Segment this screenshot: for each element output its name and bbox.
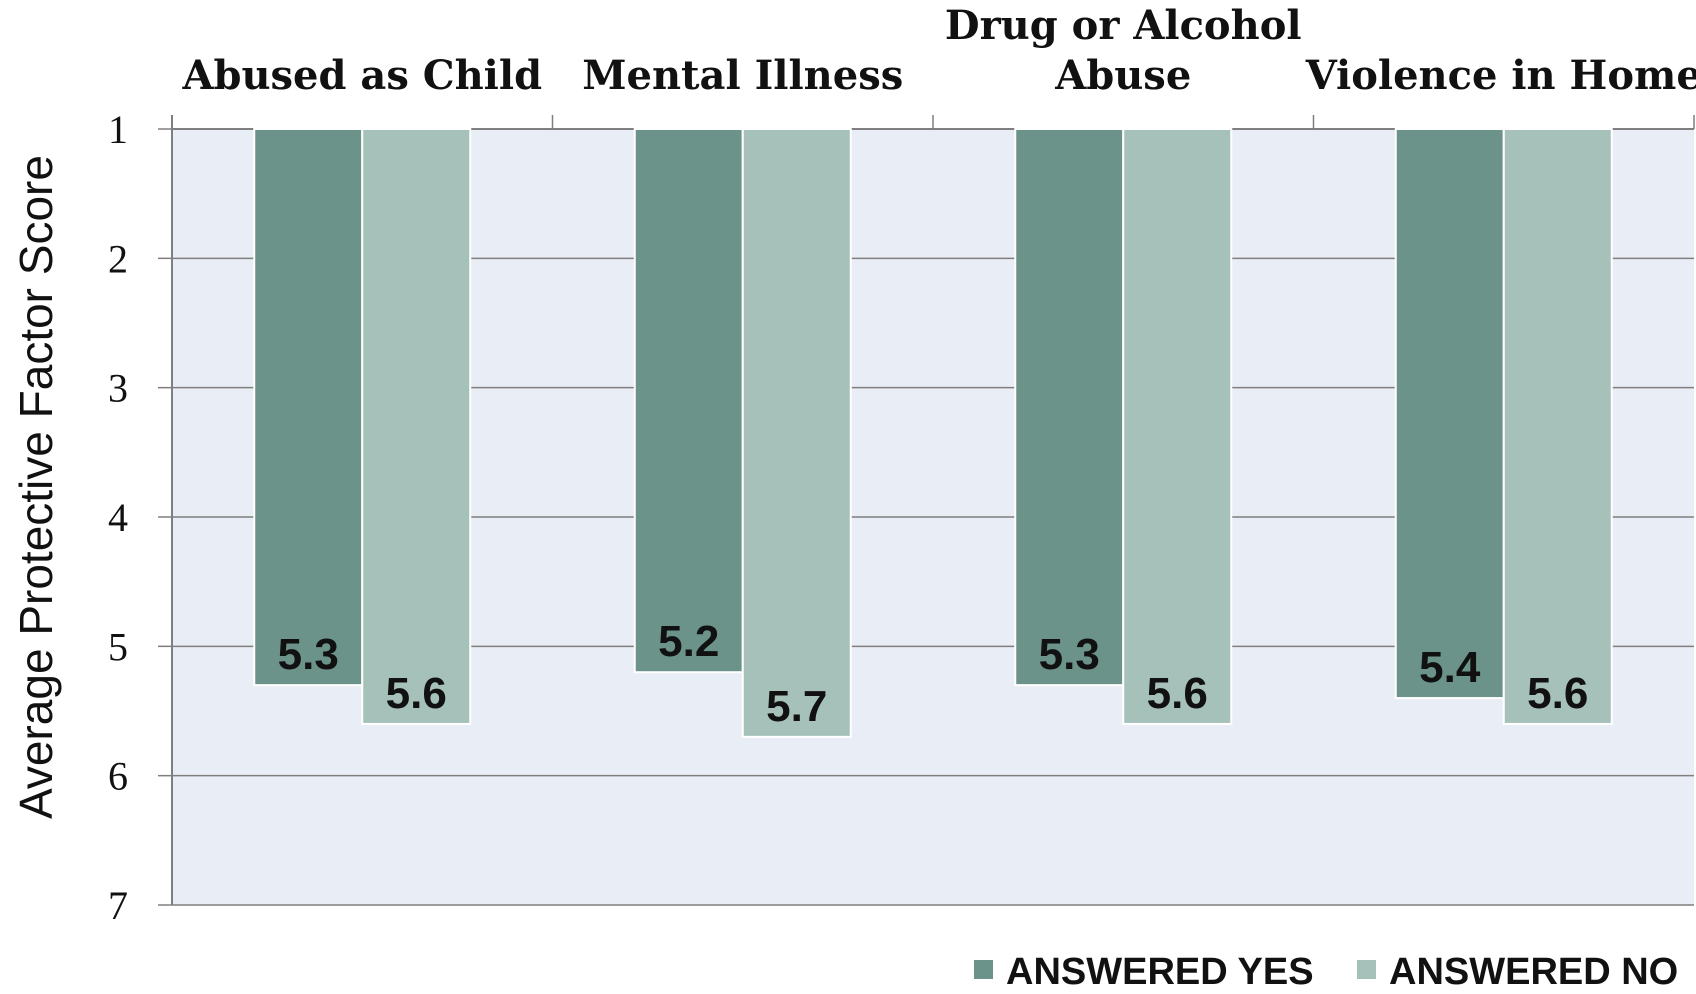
x-tick-label: Violence in Home (1305, 52, 1696, 99)
data-label: 5.6 (386, 669, 447, 718)
data-label: 5.3 (1039, 630, 1100, 679)
x-tick-label: Mental Illness (582, 52, 903, 99)
y-tick-label: 6 (108, 754, 128, 799)
y-tick-label: 3 (108, 366, 128, 411)
bar (1394, 128, 1505, 700)
x-tick-label: Drug or Alcohol Abuse (945, 2, 1302, 99)
bar (1014, 128, 1125, 687)
bar (1122, 128, 1233, 725)
data-label: 5.3 (278, 630, 339, 679)
data-label: 5.4 (1419, 643, 1481, 692)
y-axis-label: Average Protective Factor Score (10, 155, 62, 819)
bar (1502, 128, 1613, 725)
data-label: 5.7 (766, 682, 827, 731)
legend-label: ANSWERED NO (1389, 951, 1678, 989)
bar (361, 128, 472, 725)
y-tick-label: 4 (108, 495, 128, 540)
legend-label: ANSWERED YES (1006, 951, 1314, 989)
y-tick-label: 7 (108, 883, 128, 928)
data-label: 5.6 (1147, 669, 1208, 718)
legend-swatch (1357, 960, 1376, 979)
bar (633, 128, 744, 674)
legend-swatch (974, 960, 993, 979)
y-tick-label: 1 (108, 107, 128, 152)
x-tick-label: Abused as Child (181, 52, 542, 99)
bar (741, 128, 852, 738)
bar (253, 128, 364, 687)
y-tick-label: 2 (108, 236, 128, 281)
data-label: 5.2 (658, 617, 719, 666)
y-tick-label: 5 (108, 624, 128, 669)
data-label: 5.6 (1527, 669, 1588, 718)
